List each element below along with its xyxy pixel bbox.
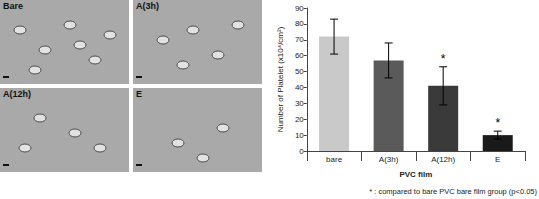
svg-text:E: E: [495, 155, 500, 164]
svg-text:*: *: [441, 52, 446, 66]
svg-text:PVC film: PVC film: [399, 170, 432, 179]
svg-text:20: 20: [295, 115, 304, 124]
svg-text:Number of Platelet (x10⁴/cm²): Number of Platelet (x10⁴/cm²): [276, 26, 285, 132]
html-text:Bare: Bare: [3, 1, 23, 11]
svg-text:0: 0: [299, 147, 304, 156]
svg-text:A(12h): A(12h): [431, 155, 455, 164]
svg-text:10: 10: [295, 131, 304, 140]
svg-text:*: *: [495, 116, 500, 130]
svg-text:90: 90: [295, 4, 304, 13]
svg-text:80: 80: [295, 19, 304, 28]
svg-text:30: 30: [295, 99, 304, 108]
svg-text:A(3h): A(3h): [379, 155, 399, 164]
svg-text:40: 40: [295, 83, 304, 92]
html-text:E: E: [136, 89, 142, 99]
svg-text:bare: bare: [326, 155, 343, 164]
svg-text:50: 50: [295, 67, 304, 76]
html-text:A(3h): A(3h): [136, 1, 159, 11]
svg-text:70: 70: [295, 35, 304, 44]
html-text:A(12h): A(12h): [3, 89, 31, 99]
svg-text:60: 60: [295, 51, 304, 60]
svg-text:* : compared to bare PVC bare: * : compared to bare PVC bare film group…: [369, 187, 537, 196]
